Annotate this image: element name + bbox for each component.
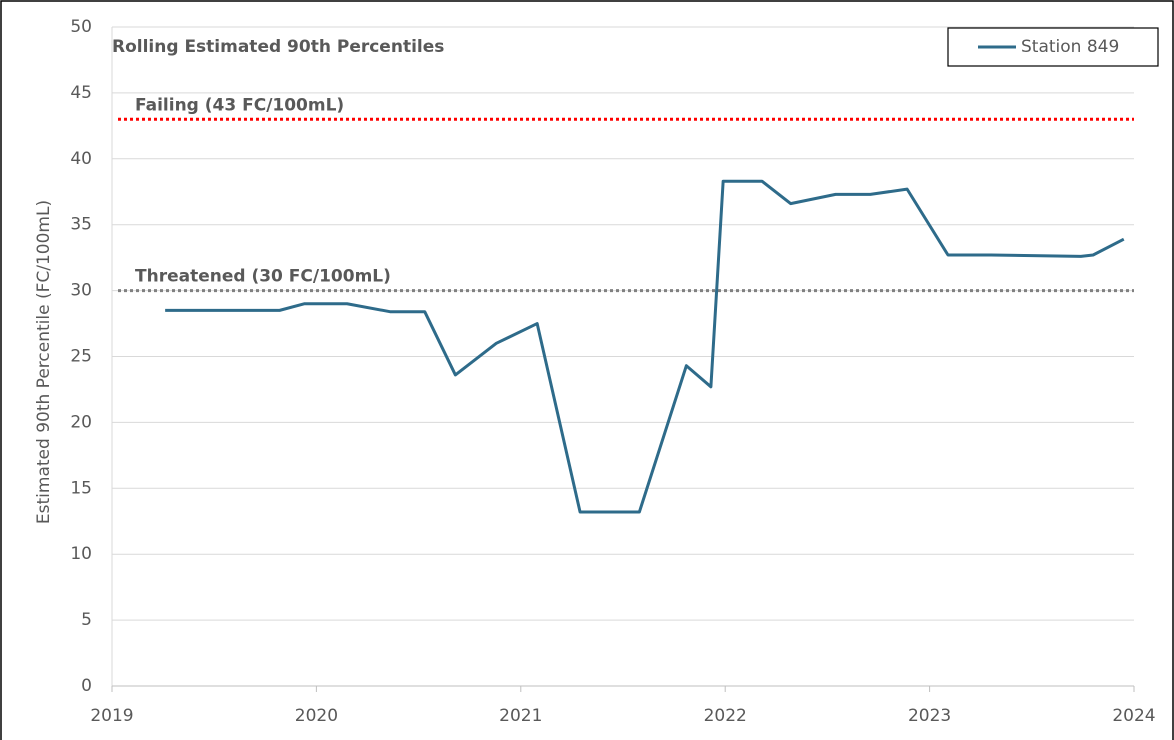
y-tick-label: 10 — [70, 544, 92, 564]
y-tick-label: 15 — [70, 478, 92, 498]
x-tick-label: 2021 — [499, 706, 542, 726]
threshold-label: Failing (43 FC/100mL) — [135, 95, 344, 115]
legend-label: Station 849 — [1021, 37, 1119, 57]
chart-title: Rolling Estimated 90th Percentiles — [112, 37, 444, 57]
y-tick-label: 35 — [70, 215, 92, 235]
y-tick-label: 50 — [70, 17, 92, 37]
y-axis-label: Estimated 90th Percentile (FC/100mL) — [34, 200, 54, 524]
threshold-label: Threatened (30 FC/100mL) — [135, 267, 391, 287]
y-tick-label: 20 — [70, 412, 92, 432]
x-tick-label: 2020 — [295, 706, 338, 726]
x-tick-label: 2022 — [704, 706, 747, 726]
y-tick-label: 25 — [70, 347, 92, 367]
y-tick-label: 5 — [81, 610, 92, 630]
x-tick-label: 2019 — [90, 706, 133, 726]
y-tick-label: 45 — [70, 83, 92, 103]
y-tick-label: 30 — [70, 281, 92, 301]
y-tick-label: 40 — [70, 149, 92, 169]
x-tick-label: 2024 — [1112, 706, 1155, 726]
y-tick-label: 0 — [81, 676, 92, 696]
data-line — [165, 179, 1125, 514]
x-tick-label: 2023 — [908, 706, 951, 726]
